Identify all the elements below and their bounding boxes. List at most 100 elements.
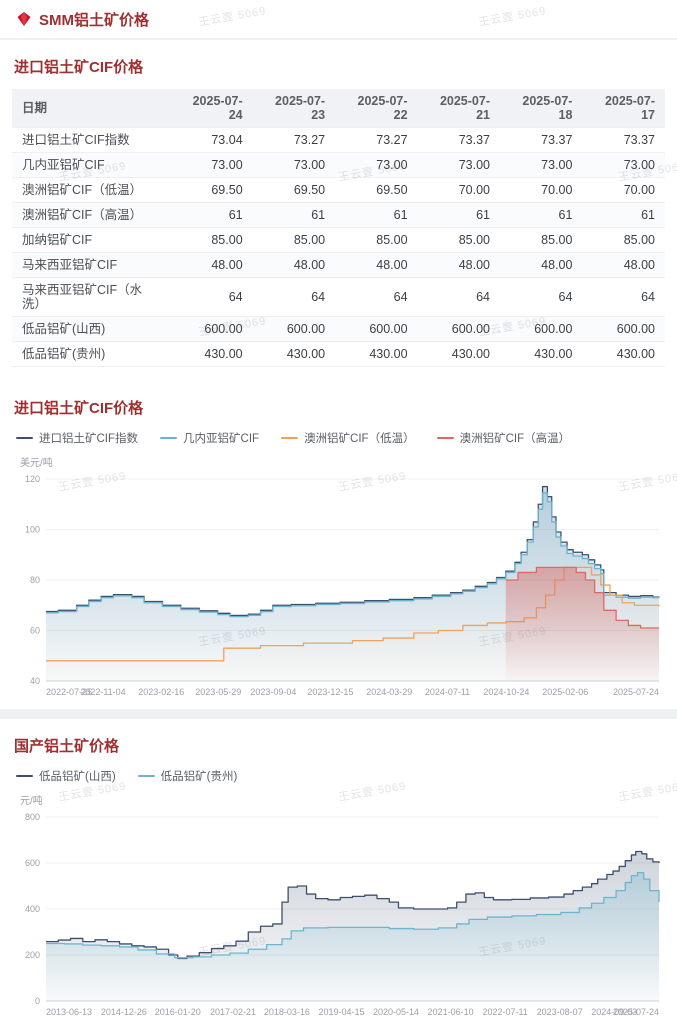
y-tick-label: 0 <box>35 996 40 1006</box>
price-cell: 48.00 <box>252 252 336 278</box>
price-cell: 73.04 <box>170 127 253 153</box>
row-label: 加纳铝矿CIF <box>12 227 171 253</box>
y-tick-label: 400 <box>25 904 40 914</box>
price-cell: 64 <box>500 277 583 317</box>
row-label: 澳洲铝矿CIF（低温） <box>12 177 171 203</box>
price-cell: 48.00 <box>582 252 665 278</box>
price-cell: 69.50 <box>252 177 336 203</box>
price-cell: 61 <box>417 202 500 228</box>
import-chart-legend: 进口铝土矿CIF指数 几内亚铝矿CIF 澳洲铝矿CIF（低温） 澳洲铝矿CIF（高温） <box>16 430 663 446</box>
row-label: 澳洲铝矿CIF（高温） <box>12 202 171 228</box>
price-cell: 69.50 <box>170 177 253 203</box>
series-line <box>46 872 660 959</box>
legend-item-低品铝矿(贵州)[interactable]: 低品铝矿(贵州) <box>137 768 238 784</box>
legend-label: 低品铝矿(贵州) <box>160 771 238 783</box>
import-price-section: 进口铝土矿CIF价格 日期 2025-07-24 2025-07-23 2025-07… <box>0 40 677 709</box>
price-cell: 61 <box>252 202 336 228</box>
table-row: 马来西亚铝矿CIF 48.00 48.00 48.00 48.00 48.00 48.00 <box>12 252 665 278</box>
row-label: 进口铝土矿CIF指数 <box>12 127 171 153</box>
x-tick-label: 2023-02-16 <box>138 687 184 697</box>
page-title: SMM铝土矿价格 <box>39 11 149 29</box>
table-row: 低品铝矿(山西) 600.00 600.00 600.00 600.00 600.00 60… <box>12 316 665 342</box>
series-line <box>505 566 659 629</box>
x-tick-label: 2024-03-29 <box>366 687 412 697</box>
import-chart-section-title: 进口铝土矿CIF价格 <box>14 400 144 417</box>
price-cell: 430.00 <box>252 341 336 367</box>
price-cell: 430.00 <box>170 341 253 367</box>
x-tick-label: 2023-08-07 <box>537 1007 583 1017</box>
series-line <box>46 850 660 960</box>
price-cell: 600.00 <box>582 316 665 342</box>
x-tick-label: 2019-04-15 <box>318 1007 364 1017</box>
price-cell: 61 <box>500 202 583 228</box>
domestic-chart-legend: 低品铝矿(山西) 低品铝矿(贵州) <box>16 768 663 784</box>
y-tick-label: 60 <box>30 626 40 636</box>
price-cell: 61 <box>170 202 253 228</box>
price-cell: 85.00 <box>252 227 336 253</box>
domestic-price-section: 国产铝土矿价格 低品铝矿(山西) 低品铝矿(贵州) 元/吨 0 200 400 600 8… <box>0 719 677 1029</box>
legend-item-低品铝矿(山西)[interactable]: 低品铝矿(山西) <box>16 768 116 784</box>
x-tick-label: 2014-12-26 <box>101 1007 147 1017</box>
legend-label: 几内亚铝矿CIF <box>183 433 260 445</box>
legend-item-进口铝土矿CIF指数[interactable]: 进口铝土矿CIF指数 <box>16 430 138 446</box>
price-cell: 64 <box>582 277 665 317</box>
import-chart-y-unit: 美元/吨 <box>20 458 53 469</box>
series-line <box>46 492 659 618</box>
row-label: 低品铝矿(山西) <box>12 316 171 342</box>
smm-logo-icon <box>16 11 32 27</box>
price-cell: 600.00 <box>500 316 583 342</box>
table-row: 低品铝矿(贵州) 430.00 430.00 430.00 430.00 430.00 43… <box>12 341 665 367</box>
legend-label: 澳洲铝矿CIF（低温） <box>304 433 415 445</box>
price-cell: 73.00 <box>582 152 665 178</box>
x-tick-label: 2022-07-25 <box>46 687 92 697</box>
table-column-header: 2025-07-22 <box>335 89 418 128</box>
table-row: 进口铝土矿CIF指数 73.04 73.27 73.27 73.37 73.37 73.37 <box>12 127 665 153</box>
price-cell: 600.00 <box>170 316 253 342</box>
price-cell: 64 <box>335 277 418 317</box>
x-tick-label: 2018-03-16 <box>264 1007 310 1017</box>
price-cell: 85.00 <box>170 227 253 253</box>
legend-line-icon <box>436 437 454 439</box>
price-cell: 85.00 <box>335 227 418 253</box>
page-header: SMM铝土矿价格 <box>0 0 677 40</box>
legend-line-icon <box>16 775 33 777</box>
table-column-header: 2025-07-24 <box>170 89 253 128</box>
price-cell: 600.00 <box>252 316 336 342</box>
series-area <box>505 567 659 681</box>
import-table-section-title: 进口铝土矿CIF价格 <box>14 59 144 76</box>
x-tick-label: 2025-07-24 <box>613 1007 659 1017</box>
x-tick-label: 2022-11-04 <box>80 687 125 697</box>
x-tick-label: 2025-02-06 <box>542 687 588 697</box>
x-tick-label: 2013-06-13 <box>46 1007 92 1017</box>
price-cell: 73.00 <box>170 152 253 178</box>
price-cell: 430.00 <box>500 341 583 367</box>
price-cell: 70.00 <box>582 177 665 203</box>
price-cell: 85.00 <box>500 227 583 253</box>
x-tick-label: 2021-06-10 <box>428 1007 474 1017</box>
price-cell: 430.00 <box>335 341 418 367</box>
price-cell: 430.00 <box>417 341 500 367</box>
row-label: 几内亚铝矿CIF <box>12 152 171 178</box>
x-tick-label: 2024-07-11 <box>425 687 470 697</box>
legend-item-几内亚铝矿CIF[interactable]: 几内亚铝矿CIF <box>160 430 259 446</box>
domestic-chart-y-unit: 元/吨 <box>20 796 43 807</box>
row-label: 马来西亚铝矿CIF <box>12 252 171 278</box>
x-tick-label: 2023-05-29 <box>195 687 241 697</box>
y-tick-label: 40 <box>30 676 40 686</box>
price-cell: 64 <box>417 277 500 317</box>
table-row: 澳洲铝矿CIF（高温） 61 61 61 61 61 61 <box>12 202 665 228</box>
x-tick-label: 2024-10-24 <box>483 687 529 697</box>
y-tick-label: 200 <box>25 950 40 960</box>
domestic-price-chart[interactable]: 0 200 400 600 800 2013-06-13 2014-12-26 2016-01… <box>12 809 665 1021</box>
price-cell: 85.00 <box>582 227 665 253</box>
legend-item-澳洲铝矿CIF（低温）[interactable]: 澳洲铝矿CIF（低温） <box>281 430 415 446</box>
table-row: 加纳铝矿CIF 85.00 85.00 85.00 85.00 85.00 85.00 <box>12 227 665 253</box>
x-tick-label: 2020-05-14 <box>373 1007 419 1017</box>
price-cell: 61 <box>582 202 665 228</box>
price-cell: 73.00 <box>500 152 583 178</box>
price-cell: 73.00 <box>417 152 500 178</box>
price-cell: 64 <box>170 277 253 317</box>
price-cell: 600.00 <box>335 316 418 342</box>
legend-item-澳洲铝矿CIF（高温）[interactable]: 澳洲铝矿CIF（高温） <box>436 430 570 446</box>
